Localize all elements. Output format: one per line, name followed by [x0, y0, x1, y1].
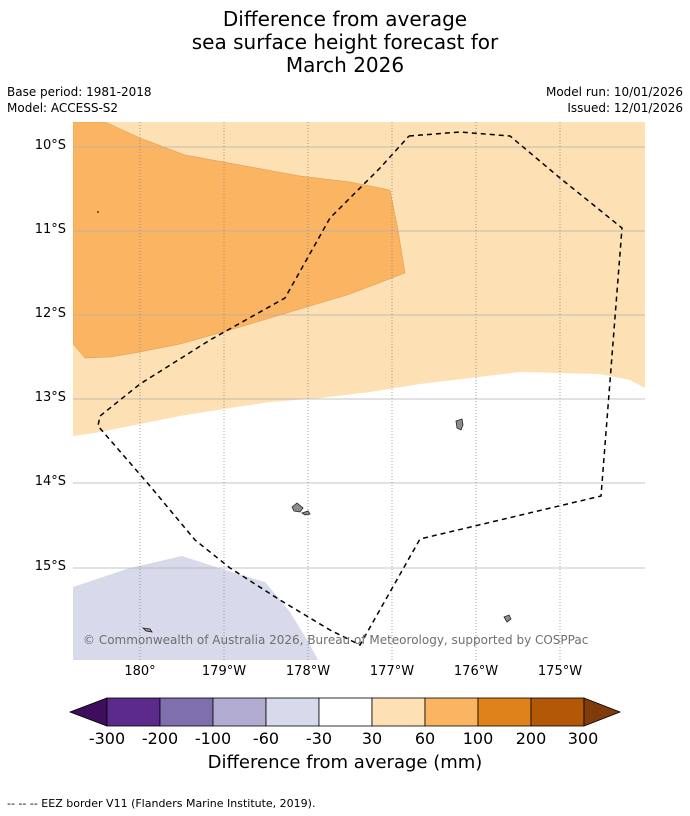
anomaly-region-neg60-neg30 — [73, 556, 318, 660]
lon-label-179w: 179°W — [201, 664, 247, 679]
colorbar-seg-200-300 — [530, 697, 585, 727]
colorbar-seg-neg60-neg30 — [265, 697, 320, 727]
eez-border — [97, 131, 623, 646]
island-central-a — [291, 502, 304, 513]
base-period: Base period: 1981-2018 — [7, 85, 152, 99]
colorbar-seg-neg100-neg60 — [212, 697, 267, 727]
title-line-1: Difference from average — [222, 7, 468, 31]
colorbar-tick-neg300: -300 — [88, 729, 126, 748]
lat-gridlines — [73, 146, 645, 569]
copyright-notice: © Commonwealth of Australia 2026, Bureau… — [83, 633, 589, 647]
colorbar-tick-60: 60 — [414, 729, 436, 748]
colorbar — [68, 697, 622, 727]
colorbar-seg-neg30-30 — [318, 697, 373, 727]
lon-label-177w: 177°W — [369, 664, 415, 679]
meta-left: Base period: 1981-2018 Model: ACCESS-S2 — [7, 84, 152, 116]
island-southeast — [503, 614, 512, 623]
chart-title: Difference from average sea surface heig… — [0, 8, 690, 77]
issued-date: Issued: 12/01/2026 — [567, 101, 683, 115]
colorbar-tick-neg200: -200 — [141, 729, 179, 748]
model-name: Model: ACCESS-S2 — [7, 101, 119, 115]
lat-label-11s: 11°S — [34, 222, 66, 237]
model-run: Model run: 10/01/2026 — [545, 85, 683, 99]
lon-label-180: 180° — [124, 664, 156, 679]
colorbar-tick-neg100: -100 — [194, 729, 232, 748]
colorbar-extend-low — [68, 697, 108, 727]
title-line-2: sea surface height forecast for — [191, 30, 499, 54]
title-line-3: March 2026 — [285, 53, 405, 77]
colorbar-tick-neg60: -60 — [252, 729, 280, 748]
colorbar-seg-60-100 — [424, 697, 479, 727]
map-area — [73, 122, 645, 660]
lat-label-14s: 14°S — [34, 474, 66, 489]
colorbar-seg-neg300-neg200 — [106, 697, 161, 727]
colorbar-tick-100: 100 — [462, 729, 494, 748]
colorbar-label: Difference from average (mm) — [207, 752, 483, 773]
anomaly-region-60-100 — [73, 122, 406, 359]
colorbar-seg-100-200 — [477, 697, 532, 727]
colorbar-seg-30-60 — [371, 697, 426, 727]
lat-label-10s: 10°S — [34, 138, 66, 153]
colorbar-tick-300: 300 — [567, 729, 599, 748]
colorbar-tick-200: 200 — [515, 729, 547, 748]
lat-label-15s: 15°S — [34, 559, 66, 574]
island-east — [455, 418, 464, 431]
lat-label-12s: 12°S — [34, 306, 66, 321]
colorbar-seg-neg200-neg100 — [159, 697, 214, 727]
islands — [141, 418, 512, 633]
island-central-b — [301, 510, 311, 516]
lon-label-178w: 178°W — [285, 664, 331, 679]
meta-right: Model run: 10/01/2026 Issued: 12/01/2026 — [546, 84, 683, 116]
lat-label-13s: 13°S — [34, 390, 66, 405]
lon-label-176w: 176°W — [453, 664, 499, 679]
eez-legend-note: -- -- -- EEZ border V11 (Flanders Marine… — [7, 797, 316, 810]
colorbar-tick-30: 30 — [361, 729, 383, 748]
anomaly-speck — [97, 211, 99, 213]
island-southwest — [141, 627, 153, 633]
colorbar-tick-neg30: -30 — [305, 729, 333, 748]
lon-label-175w: 175°W — [537, 664, 583, 679]
colorbar-extend-high — [583, 697, 622, 727]
